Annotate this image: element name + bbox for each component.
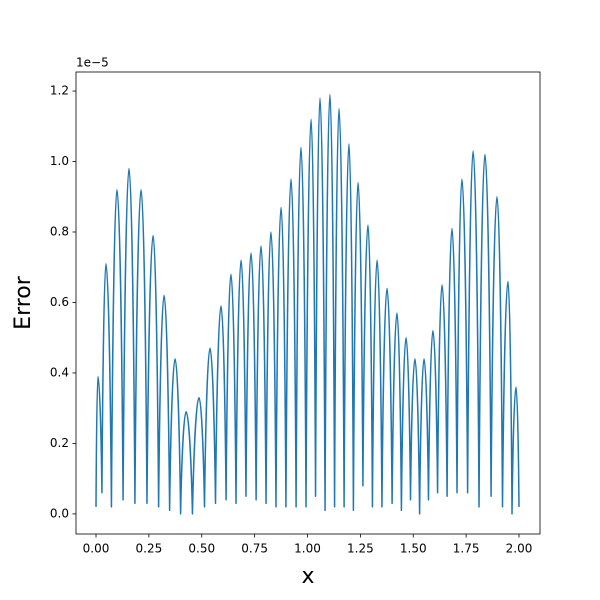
x-tick-label: 1.00 [294,542,321,556]
x-axis-label: x [301,564,314,589]
y-tick-label: 0.2 [50,436,69,450]
line-series [95,93,520,515]
x-tick-label: 0.50 [188,542,215,556]
y-tick-label: 0.6 [50,295,69,309]
y-tick-label: 1.2 [50,84,69,98]
x-tick-label: 0.25 [136,542,163,556]
x-tick-label: 0.75 [241,542,268,556]
y-offset-label: 1e−5 [76,56,109,70]
x-tick-label: 1.75 [453,542,480,556]
plot-frame [75,71,541,535]
x-tick-label: 2.00 [506,542,533,556]
y-tick-label: 0.4 [50,365,69,379]
x-tick-label: 0.00 [83,542,110,556]
y-axis-label: Error [11,275,36,330]
x-tick-label: 1.50 [400,542,427,556]
x-tick-label: 1.25 [347,542,374,556]
y-tick-label: 0.8 [50,224,69,238]
y-tick-label: 0.0 [50,506,69,520]
y-tick-label: 1.0 [50,154,69,168]
